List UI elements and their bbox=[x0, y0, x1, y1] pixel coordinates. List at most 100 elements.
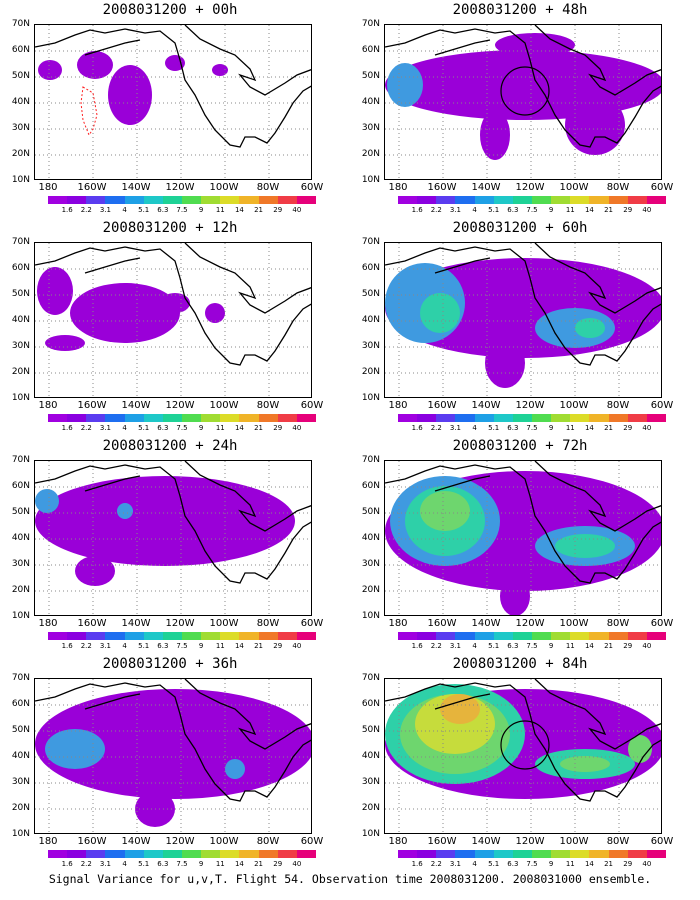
colorbar-label: 11 bbox=[565, 860, 575, 868]
panel-title: 2008031200 + 60h bbox=[452, 220, 588, 236]
colorbar-labels: 1.6 2.2 3.1 4 5.1 6.3 7.5 9 11 14 21 29 40 bbox=[398, 642, 666, 651]
colorbar-label: 29 bbox=[623, 206, 633, 214]
coastline bbox=[385, 246, 661, 366]
x-tick-label: 120W bbox=[515, 836, 545, 847]
y-tick-label: 30N bbox=[361, 341, 380, 351]
colorbar-label: 7.5 bbox=[526, 642, 538, 650]
colorbar-swatch bbox=[48, 414, 68, 422]
colorbar-swatch bbox=[239, 414, 259, 422]
colorbar-label: 14 bbox=[584, 424, 594, 432]
colorbar-swatch bbox=[570, 414, 590, 422]
colorbar-swatch bbox=[398, 850, 418, 858]
x-tick-label: 140W bbox=[471, 400, 501, 411]
colorbar-swatch bbox=[124, 632, 144, 640]
colorbar-swatch bbox=[436, 850, 456, 858]
map-panel: 2008031200 + 48h 70N 60N 50N 40N 30N 20N 10N 180… bbox=[350, 2, 690, 214]
colorbar-labels: 1.6 2.2 3.1 4 5.1 6.3 7.5 9 11 14 21 29 40 bbox=[398, 860, 666, 869]
coastline bbox=[385, 464, 661, 584]
colorbar-swatch bbox=[627, 196, 647, 204]
colorbar-label: 9 bbox=[548, 860, 554, 868]
x-tick-label: 100W bbox=[209, 182, 239, 193]
colorbar-label: 5.1 bbox=[138, 642, 150, 650]
x-tick-label: 60W bbox=[650, 400, 674, 411]
y-tick-label: 70N bbox=[361, 455, 380, 465]
variance-region bbox=[420, 293, 460, 333]
variance-region bbox=[485, 338, 525, 388]
colorbar-label: 40 bbox=[292, 206, 302, 214]
x-tick-label: 120W bbox=[515, 400, 545, 411]
colorbar-swatch bbox=[67, 414, 87, 422]
coastline bbox=[184, 25, 311, 96]
colorbar-label: 7.5 bbox=[176, 206, 188, 214]
colorbar-swatch bbox=[258, 632, 278, 640]
colorbar-label: 2.2 bbox=[430, 206, 442, 214]
colorbar-swatch bbox=[105, 850, 125, 858]
y-tick-label: 10N bbox=[361, 611, 380, 621]
colorbar-swatch bbox=[86, 850, 106, 858]
colorbar-swatch bbox=[86, 196, 106, 204]
x-tick-label: 80W bbox=[256, 618, 280, 629]
variance-region bbox=[75, 556, 115, 586]
y-tick-label: 60N bbox=[11, 481, 30, 491]
colorbar-swatch bbox=[589, 632, 609, 640]
x-tick-label: 100W bbox=[209, 400, 239, 411]
colorbar-swatch bbox=[551, 850, 571, 858]
colorbar-swatch bbox=[455, 632, 475, 640]
colorbar-label: 4 bbox=[472, 424, 477, 432]
colorbar-label: 1.6 bbox=[411, 860, 423, 868]
coastline bbox=[184, 679, 311, 750]
y-tick-label: 40N bbox=[361, 315, 380, 325]
y-tick-label: 20N bbox=[361, 149, 380, 159]
x-tick-label: 140W bbox=[121, 618, 151, 629]
colorbar-swatch bbox=[201, 632, 221, 640]
x-tick-label: 60W bbox=[300, 400, 324, 411]
colorbar-swatch bbox=[512, 632, 532, 640]
colorbar-swatch bbox=[531, 414, 552, 422]
colorbar-swatch bbox=[162, 850, 182, 858]
colorbar-label: 5.1 bbox=[488, 860, 500, 868]
y-tick-label: 30N bbox=[361, 559, 380, 569]
y-tick-label: 30N bbox=[11, 559, 30, 569]
variance-region bbox=[205, 303, 225, 323]
colorbar-swatch bbox=[258, 414, 278, 422]
map-panel: 2008031200 + 12h 70N 60N 50N 40N 30N 20N 10N 180… bbox=[0, 220, 340, 432]
x-tick-label: 140W bbox=[471, 182, 501, 193]
colorbar-swatch bbox=[608, 632, 628, 640]
variance-region bbox=[70, 283, 180, 343]
coastline bbox=[434, 693, 491, 710]
colorbar-label: 6.3 bbox=[507, 424, 519, 432]
colorbar-swatch bbox=[277, 850, 297, 858]
colorbar-label: 9 bbox=[198, 642, 204, 650]
colorbar-swatch bbox=[143, 850, 163, 858]
colorbar-label: 9 bbox=[548, 424, 554, 432]
y-tick-label: 60N bbox=[361, 263, 380, 273]
colorbar-label: 21 bbox=[604, 206, 614, 214]
colorbar-label: 1.6 bbox=[61, 206, 73, 214]
y-tick-label: 50N bbox=[361, 507, 380, 517]
colorbar-swatch bbox=[608, 414, 628, 422]
variance-region bbox=[212, 64, 228, 76]
colorbar-swatch bbox=[531, 632, 552, 640]
colorbar-swatch bbox=[162, 196, 182, 204]
colorbar-swatch bbox=[589, 850, 609, 858]
y-tick-label: 20N bbox=[361, 367, 380, 377]
map-panel: 2008031200 + 00h 70N 60N 50N 40N 30N 20N 10N 180… bbox=[0, 2, 340, 214]
variance-region bbox=[555, 534, 615, 558]
colorbar bbox=[398, 632, 666, 640]
y-tick-label: 60N bbox=[361, 481, 380, 491]
y-tick-label: 40N bbox=[11, 315, 30, 325]
colorbar-label: 4 bbox=[122, 642, 127, 650]
x-tick-label: 140W bbox=[121, 836, 151, 847]
x-tick-label: 80W bbox=[256, 400, 280, 411]
variance-region bbox=[575, 318, 605, 338]
colorbar-swatch bbox=[627, 414, 647, 422]
observation-region bbox=[80, 86, 98, 137]
colorbar-label: 1.6 bbox=[61, 642, 73, 650]
x-tick-label: 180 bbox=[388, 400, 408, 411]
colorbar-label: 4 bbox=[472, 860, 477, 868]
colorbar-swatch bbox=[239, 632, 259, 640]
x-tick-label: 180 bbox=[38, 182, 58, 193]
colorbar-label: 4 bbox=[472, 206, 477, 214]
colorbar-swatch bbox=[258, 850, 278, 858]
x-tick-label: 100W bbox=[559, 836, 589, 847]
